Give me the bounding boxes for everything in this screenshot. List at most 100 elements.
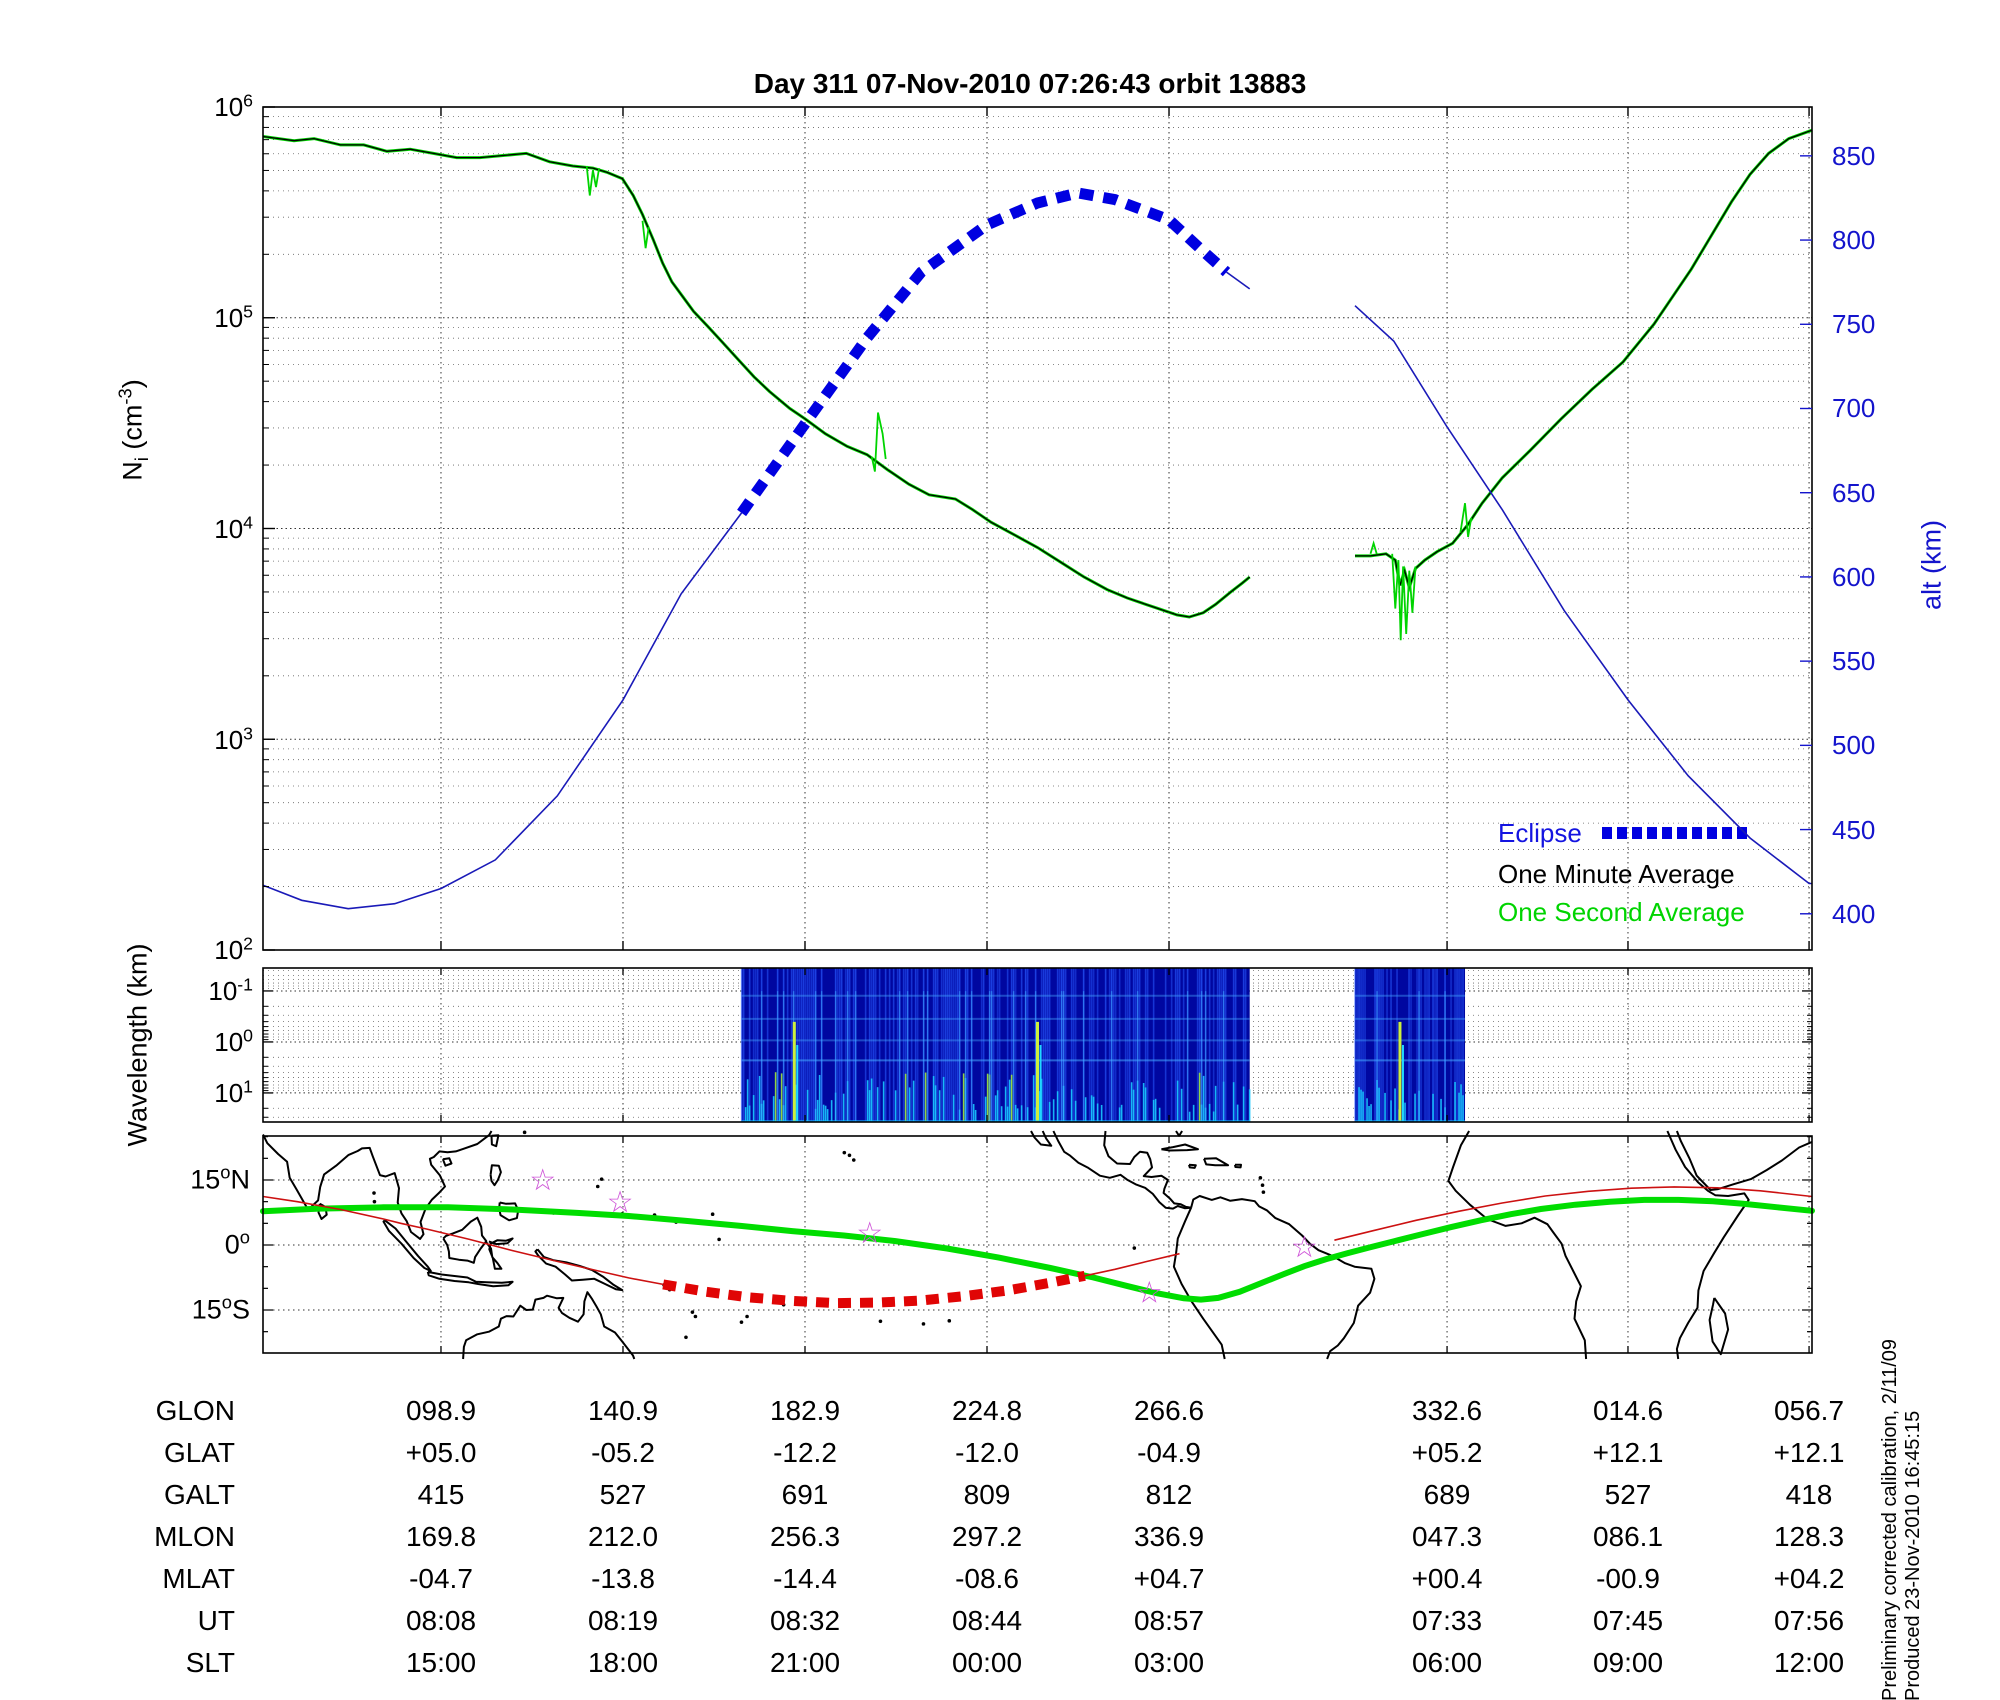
legend-one-minute-average: One Minute Average xyxy=(1498,859,1735,889)
table-cell-galt-0: 415 xyxy=(417,1479,465,1510)
page-title: Day 311 07-Nov-2010 07:26:43 orbit 13883 xyxy=(753,68,1307,99)
altitude-tick-500: 500 xyxy=(1832,730,1876,760)
table-cell-mlat-7: +04.2 xyxy=(1773,1563,1845,1594)
table-cell-mlat-6: -00.9 xyxy=(1596,1563,1660,1594)
table-cell-mlon-1: 212.0 xyxy=(587,1521,659,1552)
table-cell-slt-5: 06:00 xyxy=(1411,1647,1483,1678)
density-tick-10e4: 104 xyxy=(214,512,253,544)
event-star-marker: ☆ xyxy=(529,1164,556,1197)
table-cell-glon-1: 140.9 xyxy=(587,1395,659,1426)
table-cell-mlat-2: -14.4 xyxy=(773,1563,837,1594)
table-cell-mlat-3: -08.6 xyxy=(955,1563,1019,1594)
altitude-tick-750: 750 xyxy=(1832,309,1876,339)
table-cell-glat-7: +12.1 xyxy=(1773,1437,1845,1468)
map-lat-label: 15oN xyxy=(190,1161,250,1195)
density-tick-10e3: 103 xyxy=(214,723,253,755)
table-cell-glat-6: +12.1 xyxy=(1592,1437,1664,1468)
table-row-label-glat: GLAT xyxy=(163,1437,235,1468)
table-cell-ut-3: 08:44 xyxy=(951,1605,1023,1636)
ground-track-map: ☆ ☆ ☆ ☆ ☆ xyxy=(260,1130,1815,1360)
legend-eclipse: Eclipse xyxy=(1498,818,1582,848)
altitude-tick-700: 700 xyxy=(1832,393,1876,423)
table-cell-slt-6: 09:00 xyxy=(1592,1647,1664,1678)
event-star-marker: ☆ xyxy=(1136,1277,1163,1310)
table-row-label-galt: GALT xyxy=(163,1479,235,1510)
density-altitude-plot xyxy=(262,106,1813,951)
wavelength-tick-10e1: 101 xyxy=(214,1076,253,1108)
table-cell-galt-2: 691 xyxy=(781,1479,829,1510)
table-cell-ut-7: 07:56 xyxy=(1773,1605,1845,1636)
density-tick-10e5: 105 xyxy=(214,301,253,333)
production-note-line: Produced 23-Nov-2010 16:45:15 xyxy=(1902,1410,1924,1700)
production-note-line: Preliminary corrected calibration, 2/11/… xyxy=(1879,1338,1901,1700)
table-cell-slt-4: 03:00 xyxy=(1133,1647,1205,1678)
table-cell-mlon-4: 336.9 xyxy=(1133,1521,1205,1552)
wavelength-spectrogram xyxy=(262,967,1813,1123)
table-cell-slt-3: 00:00 xyxy=(951,1647,1023,1678)
table-cell-glat-1: -05.2 xyxy=(591,1437,655,1468)
table-cell-mlat-5: +00.4 xyxy=(1411,1563,1483,1594)
table-cell-ut-2: 08:32 xyxy=(769,1605,841,1636)
altitude-tick-450: 450 xyxy=(1832,815,1876,845)
table-cell-galt-3: 809 xyxy=(963,1479,1011,1510)
table-cell-slt-2: 21:00 xyxy=(769,1647,841,1678)
table-cell-glat-5: +05.2 xyxy=(1411,1437,1483,1468)
table-cell-glon-5: 332.6 xyxy=(1411,1395,1483,1426)
table-cell-glat-2: -12.2 xyxy=(773,1437,837,1468)
table-cell-ut-5: 07:33 xyxy=(1411,1605,1483,1636)
table-cell-ut-4: 08:57 xyxy=(1133,1605,1205,1636)
altitude-tick-800: 800 xyxy=(1832,225,1876,255)
table-cell-galt-7: 418 xyxy=(1785,1479,1833,1510)
density-axis-label: Ni (cm-3) xyxy=(114,379,152,481)
table-cell-mlat-1: -13.8 xyxy=(591,1563,655,1594)
table-cell-mlon-6: 086.1 xyxy=(1592,1521,1664,1552)
event-star-marker: ☆ xyxy=(607,1186,634,1219)
table-cell-mlon-5: 047.3 xyxy=(1411,1521,1483,1552)
altitude-tick-850: 850 xyxy=(1832,141,1876,171)
table-cell-ut-6: 07:45 xyxy=(1592,1605,1664,1636)
table-cell-mlon-2: 256.3 xyxy=(769,1521,841,1552)
table-cell-slt-0: 15:00 xyxy=(405,1647,477,1678)
table-cell-galt-1: 527 xyxy=(599,1479,647,1510)
table-cell-ut-1: 08:19 xyxy=(587,1605,659,1636)
map-lat-label: 0o xyxy=(224,1226,250,1260)
table-cell-glon-0: 098.9 xyxy=(405,1395,477,1426)
table-cell-glon-6: 014.6 xyxy=(1592,1395,1664,1426)
altitude-tick-550: 550 xyxy=(1832,646,1876,676)
wavelength-axis-label: Wavelength (km) xyxy=(122,943,153,1147)
altitude-tick-650: 650 xyxy=(1832,478,1876,508)
density-tick-10e6: 106 xyxy=(214,90,253,122)
table-cell-ut-0: 08:08 xyxy=(405,1605,477,1636)
legend-one-second-average: One Second Average xyxy=(1498,897,1745,927)
map-lat-label: 15oS xyxy=(191,1291,250,1325)
table-row-label-mlon: MLON xyxy=(154,1521,235,1552)
wavelength-tick-10e-1: 10-1 xyxy=(208,974,253,1006)
event-star-marker: ☆ xyxy=(1291,1231,1318,1264)
event-star-marker: ☆ xyxy=(856,1217,883,1250)
table-cell-mlat-4: +04.7 xyxy=(1133,1563,1205,1594)
table-cell-galt-4: 812 xyxy=(1145,1479,1193,1510)
density-tick-10e2: 102 xyxy=(214,933,253,965)
table-cell-glon-3: 224.8 xyxy=(951,1395,1023,1426)
table-cell-glon-7: 056.7 xyxy=(1773,1395,1845,1426)
table-row-label-glon: GLON xyxy=(155,1395,235,1426)
table-cell-mlon-0: 169.8 xyxy=(405,1521,477,1552)
table-cell-glon-2: 182.9 xyxy=(769,1395,841,1426)
table-cell-mlat-0: -04.7 xyxy=(409,1563,473,1594)
table-row-label-slt: SLT xyxy=(185,1647,235,1678)
altitude-axis-label: alt (km) xyxy=(1916,520,1947,610)
wavelength-tick-10e0: 100 xyxy=(214,1025,253,1057)
table-cell-slt-1: 18:00 xyxy=(587,1647,659,1678)
table-row-label-ut: UT xyxy=(197,1605,235,1636)
table-cell-galt-6: 527 xyxy=(1604,1479,1652,1510)
altitude-tick-600: 600 xyxy=(1832,562,1876,592)
table-cell-slt-7: 12:00 xyxy=(1773,1647,1845,1678)
table-cell-glat-4: -04.9 xyxy=(1137,1437,1201,1468)
table-cell-galt-5: 689 xyxy=(1423,1479,1471,1510)
production-note: Preliminary corrected calibration, 2/11/… xyxy=(1879,1339,1925,1700)
table-cell-glat-0: +05.0 xyxy=(405,1437,477,1468)
altitude-tick-400: 400 xyxy=(1832,899,1876,929)
table-cell-glon-4: 266.6 xyxy=(1133,1395,1205,1426)
table-cell-glat-3: -12.0 xyxy=(955,1437,1019,1468)
